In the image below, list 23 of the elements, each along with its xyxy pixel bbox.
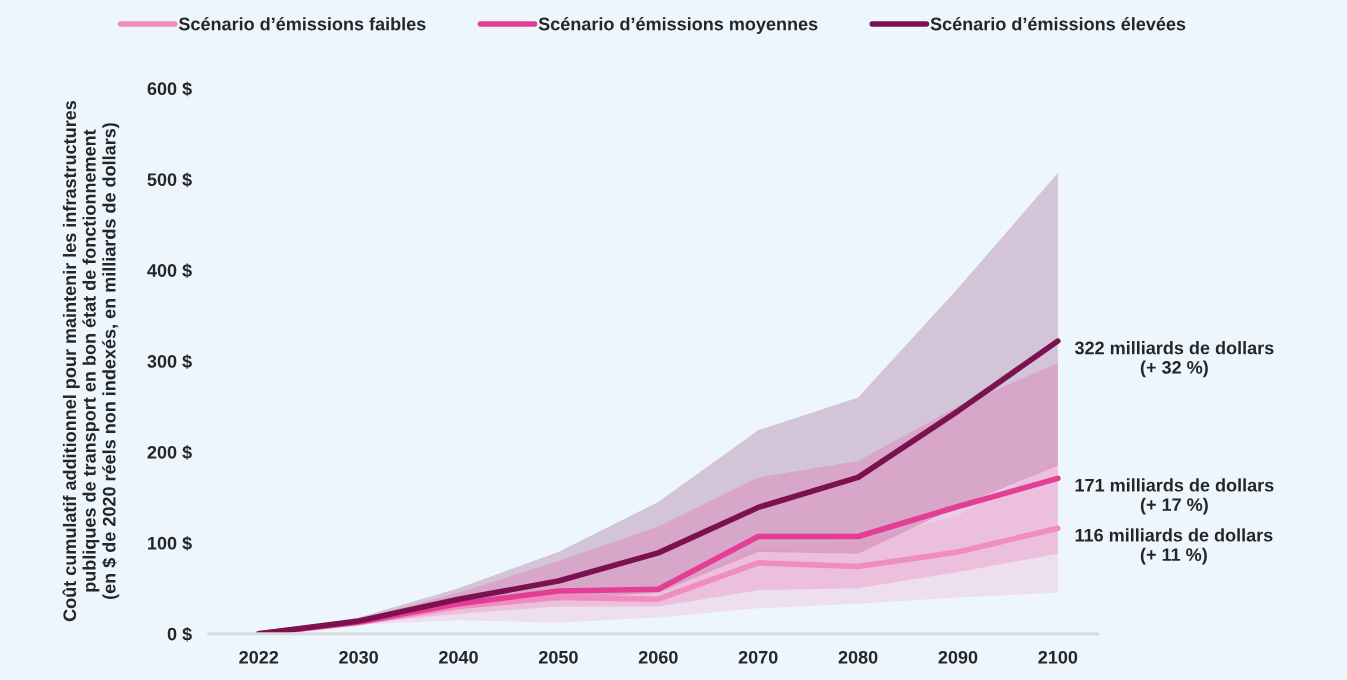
- y-tick-label: 600 $: [147, 81, 192, 97]
- y-tick-label: 0 $: [167, 626, 192, 642]
- y-axis-title: Coût cumulatif additionnel pour maintenir les infrastructures publiques de transport en bon état de fonctionnement (en $ de 2020 réels non indexés, en milliards de dollars): [62, 100, 120, 622]
- x-tick-label: 2050: [538, 650, 578, 664]
- x-tick-label: 2080: [838, 650, 878, 664]
- annotation: 322 milliards de dollars (+ 32 %): [1074, 341, 1274, 378]
- legend-label: Scénario d’émissions faibles: [178, 16, 426, 31]
- x-tick-label: 2030: [339, 650, 378, 664]
- annotation: 116 milliards de dollars (+ 11 %): [1075, 528, 1273, 565]
- x-tick-label: 2070: [738, 650, 778, 664]
- y-tick-label: 100 $: [148, 536, 192, 551]
- x-tick-label: 2022: [239, 650, 279, 664]
- x-tick-label: 2090: [938, 650, 978, 664]
- x-tick-label: 2040: [439, 650, 478, 664]
- annotation: 171 milliards de dollars (+ 17 %): [1075, 478, 1274, 515]
- y-tick-label: 200 $: [147, 445, 192, 460]
- y-tick-label: 300 $: [147, 354, 192, 369]
- y-tick-label: 400 $: [147, 263, 192, 279]
- legend-label: Scénario d’émissions moyennes: [538, 16, 818, 34]
- legend-label: Scénario d’émissions élevées: [930, 16, 1186, 31]
- y-tick-label: 500 $: [147, 172, 192, 188]
- x-tick-label: 2060: [638, 650, 678, 664]
- x-tick-label: 2100: [1038, 650, 1078, 664]
